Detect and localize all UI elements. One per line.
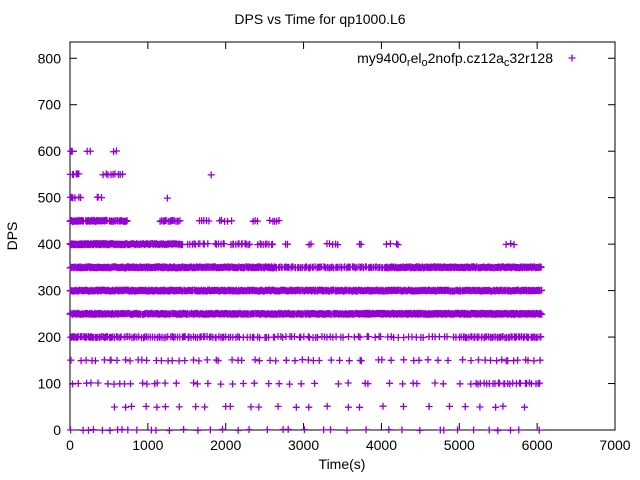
y-tick-label: 400: [38, 236, 62, 252]
legend-label: my9400relo2nofp.cz12ac32r128: [357, 50, 553, 69]
y-axis-label: DPS: [4, 222, 20, 251]
x-tick-label: 1000: [132, 437, 163, 453]
x-tick-label: 0: [66, 437, 74, 453]
x-axis-label: Time(s): [319, 456, 366, 472]
scatter-points: [66, 147, 546, 435]
y-tick-label: 600: [38, 143, 62, 159]
x-tick-label: 2000: [210, 437, 241, 453]
y-tick-label: 200: [38, 329, 62, 345]
axis-ticks: 0 1000 2000 3000 4000 5000 6000 7000 0 100 200 300 4…: [38, 42, 631, 453]
y-tick-label: 800: [38, 50, 62, 66]
legend: my9400relo2nofp.cz12ac32r128: [357, 50, 576, 69]
y-tick-label: 500: [38, 190, 62, 206]
plot-border: [69, 41, 616, 431]
x-tick-label: 5000: [444, 437, 475, 453]
chart-title: DPS vs Time for qp1000.L6: [234, 11, 405, 27]
series-points: [66, 147, 546, 435]
x-tick-label: 6000: [522, 437, 553, 453]
x-tick-label: 4000: [366, 437, 397, 453]
x-tick-label: 7000: [599, 437, 630, 453]
y-tick-label: 700: [38, 97, 62, 113]
y-tick-label: 0: [53, 422, 61, 438]
legend-marker-plus: [568, 54, 576, 62]
x-tick-label: 3000: [288, 437, 319, 453]
y-tick-label: 300: [38, 283, 62, 299]
y-tick-label: 100: [38, 376, 62, 392]
